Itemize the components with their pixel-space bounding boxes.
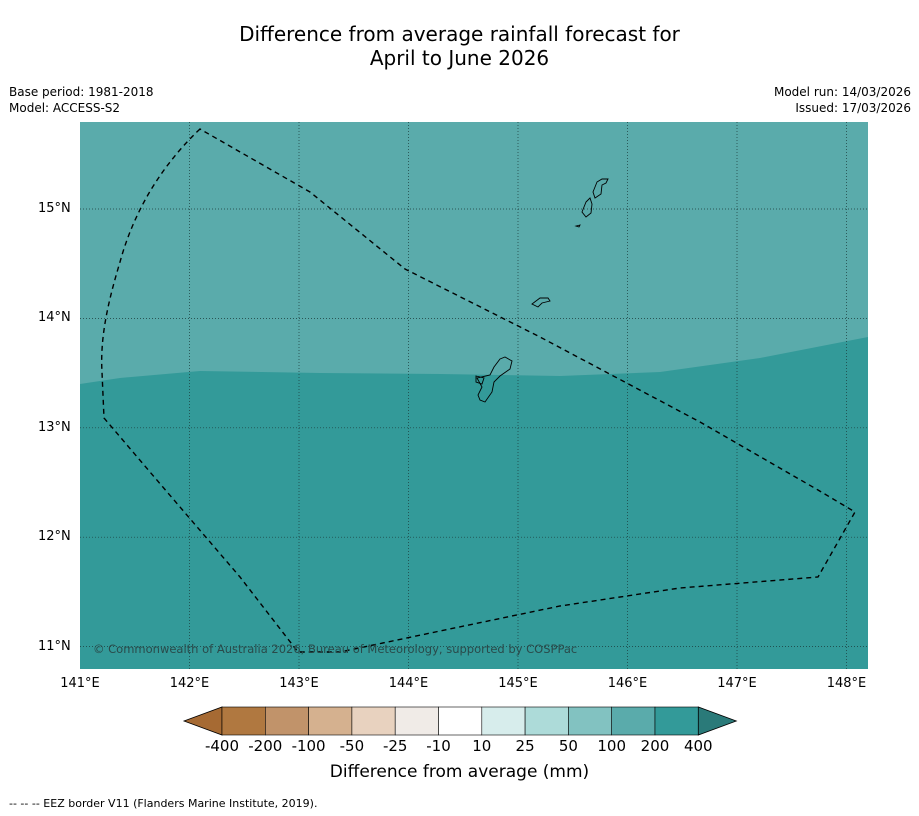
colorbar: [182, 706, 738, 736]
colorbar-segment: [308, 706, 353, 736]
island-tinian: [581, 197, 593, 218]
colorbar-segment: [524, 706, 569, 736]
region-200-400mm: [80, 337, 868, 669]
colorbar-segment: [351, 706, 396, 736]
lat-tick-label: 14°N: [38, 310, 71, 326]
eez-border: [100, 128, 856, 653]
colorbar-segment: [438, 706, 483, 736]
colorbar-tick-label: 200: [640, 737, 670, 755]
lon-tick-label: 148°E: [826, 676, 867, 691]
lat-tick-label: 11°N: [38, 638, 71, 654]
colorbar-title: Difference from average (mm): [329, 762, 590, 782]
colorbar-tick-label: -10: [426, 737, 451, 755]
colorbar-tick-label: -50: [339, 737, 365, 755]
colorbar-segment: [221, 706, 266, 736]
eez-legend-footnote: -- -- -- EEZ border V11 (Flanders Marine…: [9, 797, 318, 810]
meta-left: Base period: 1981-2018 Model: ACCESS-S2: [9, 84, 154, 116]
lon-tick-label: 142°E: [169, 676, 210, 691]
lon-tick-label: 143°E: [279, 676, 319, 691]
colorbar-tick-label: -100: [291, 737, 326, 755]
colorbar-segment: [481, 706, 526, 736]
colorbar-segment: [611, 706, 656, 736]
lon-tick-label: 146°E: [607, 676, 648, 691]
lon-tick-label: 141°E: [60, 676, 100, 691]
colorbar-tick-label: -400: [204, 737, 240, 755]
lon-tick-label: 144°E: [388, 676, 429, 691]
colorbar-segment: [265, 706, 309, 736]
island-aguijan: [574, 224, 581, 228]
colorbar-segment: [568, 706, 612, 736]
colorbar-tick-label: 100: [597, 737, 626, 755]
model-name: Model: ACCESS-S2: [9, 101, 121, 115]
lat-tick-label: 13°N: [38, 419, 71, 435]
title-line-1: Difference from average rainfall forecas…: [239, 22, 680, 46]
colorbar-segment: [654, 706, 699, 736]
colorbar-extend-low: [182, 706, 223, 736]
graticule: [80, 122, 868, 669]
island-guam: [475, 356, 513, 403]
title-line-2: April to June 2026: [369, 46, 550, 70]
island-saipan: [592, 178, 609, 199]
colorbar-tick-label: -200: [248, 737, 283, 755]
lon-tick-label: 147°E: [717, 676, 757, 691]
lat-tick-label: 12°N: [38, 529, 71, 545]
colorbar-tick-label: 400: [683, 737, 713, 755]
colorbar-tick-label: 10: [472, 737, 492, 755]
chart-title: Difference from average rainfall forecas…: [0, 22, 919, 70]
colorbar-segment: [394, 706, 439, 736]
base-period: Base period: 1981-2018: [9, 85, 154, 99]
lon-tick-label: 145°E: [498, 676, 538, 691]
colorbar-tick-label: 50: [558, 737, 578, 755]
colorbar-tick-label: -25: [382, 737, 408, 755]
model-run: Model run: 14/03/2026: [773, 85, 911, 99]
lat-tick-label: 15°N: [38, 201, 71, 216]
forecast-map: [80, 122, 868, 669]
colorbar-extend-high: [697, 706, 738, 736]
issued-date: Issued: 17/03/2026: [795, 101, 911, 115]
island-rota: [531, 297, 551, 308]
copyright-notice: © Commonwealth of Australia 2026, Bureau…: [93, 642, 578, 656]
colorbar-tick-label: 25: [515, 737, 535, 755]
meta-right: Model run: 14/03/2026 Issued: 17/03/2026: [774, 84, 911, 116]
